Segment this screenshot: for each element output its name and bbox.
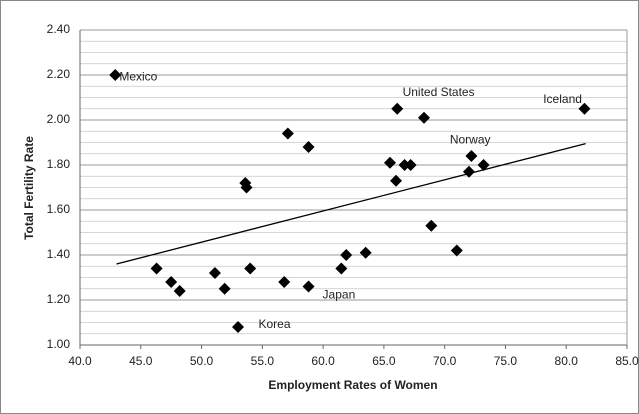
y-tick-label: 1.00 xyxy=(47,337,71,351)
annotation: Mexico xyxy=(119,69,157,83)
x-tick-label: 85.0 xyxy=(615,354,639,368)
annotation: Japan xyxy=(323,288,356,302)
annotation: Iceland xyxy=(543,92,582,106)
x-tick-label: 55.0 xyxy=(251,354,275,368)
marker xyxy=(390,174,403,187)
annotation: Korea xyxy=(258,317,290,331)
marker xyxy=(208,267,221,279)
x-tick-label: 45.0 xyxy=(129,354,153,368)
marker xyxy=(240,181,253,194)
marker xyxy=(465,150,478,162)
marker xyxy=(398,159,411,171)
annotation: Norway xyxy=(450,132,491,146)
marker xyxy=(383,156,396,169)
x-axis-title: Employment Rates of Women xyxy=(268,378,437,392)
y-tick-label: 1.80 xyxy=(47,157,71,171)
x-tick-label: 80.0 xyxy=(555,354,579,368)
y-tick-label: 2.00 xyxy=(47,112,71,126)
marker xyxy=(109,69,122,81)
marker xyxy=(418,111,431,124)
marker xyxy=(218,282,231,295)
marker xyxy=(462,165,475,178)
y-tick-label: 1.40 xyxy=(47,247,71,261)
x-tick-label: 60.0 xyxy=(311,354,335,368)
x-tick-label: 65.0 xyxy=(372,354,396,368)
marker xyxy=(281,127,294,140)
marker xyxy=(232,321,245,333)
x-tick-label: 75.0 xyxy=(494,354,518,368)
marker xyxy=(165,276,178,288)
marker xyxy=(425,219,438,232)
marker xyxy=(302,280,315,293)
marker xyxy=(278,276,291,288)
y-tick-label: 1.20 xyxy=(47,292,71,306)
annotation: United States xyxy=(403,85,475,99)
marker xyxy=(173,285,186,297)
marker xyxy=(477,159,490,171)
marker xyxy=(150,262,163,275)
marker xyxy=(404,159,417,171)
y-tick-label: 2.40 xyxy=(47,22,71,36)
marker xyxy=(335,262,348,275)
marker xyxy=(302,141,315,153)
marker xyxy=(578,102,591,115)
x-tick-label: 70.0 xyxy=(433,354,457,368)
marker xyxy=(391,102,404,115)
y-axis-title: Total Fertility Rate xyxy=(22,136,36,240)
marker xyxy=(450,244,463,257)
marker xyxy=(340,249,353,261)
trendline xyxy=(116,142,586,265)
x-tick-label: 50.0 xyxy=(190,354,214,368)
y-tick-label: 1.60 xyxy=(47,202,71,216)
x-tick-label: 40.0 xyxy=(68,354,92,368)
marker xyxy=(359,246,372,259)
y-tick-label: 2.20 xyxy=(47,67,71,81)
marker xyxy=(244,262,257,275)
